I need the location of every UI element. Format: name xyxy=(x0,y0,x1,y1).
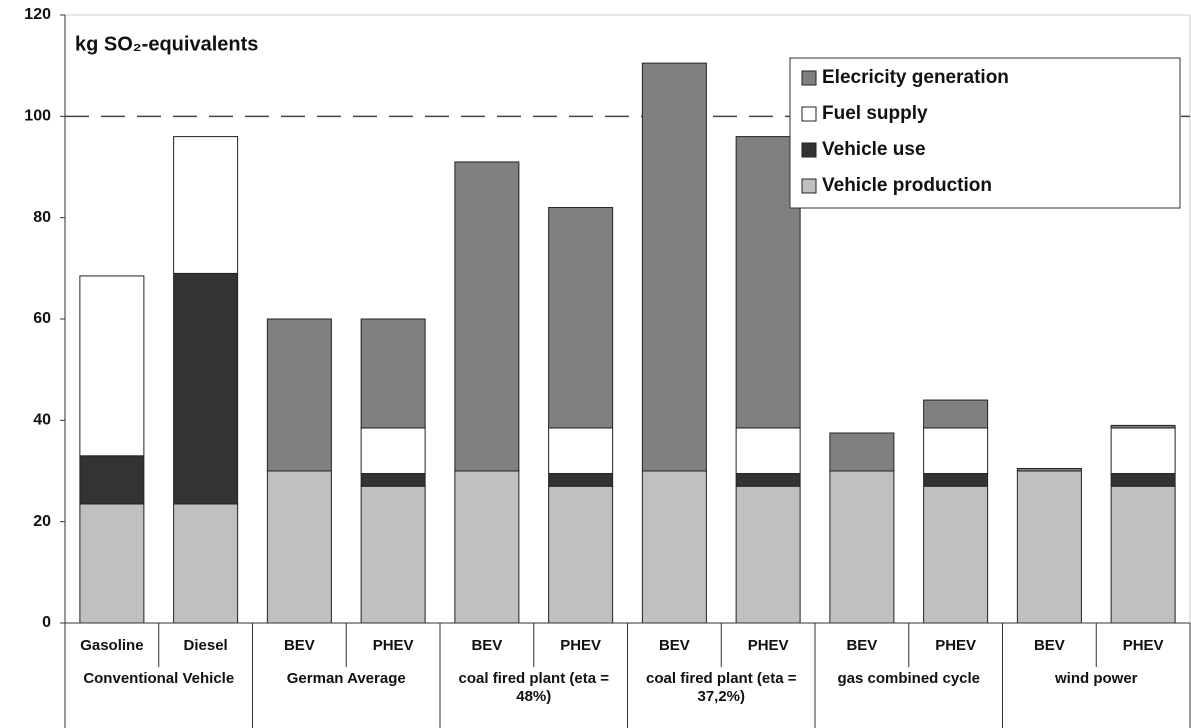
bar-segment xyxy=(1110,427,1176,475)
bar-segment xyxy=(360,485,426,624)
y-axis-title: kg SO₂-equivalents xyxy=(75,33,258,55)
x-tick-label: BEV xyxy=(284,637,315,654)
y-tick-label: 120 xyxy=(24,6,51,23)
bar-segment xyxy=(923,473,989,487)
bar-segment xyxy=(735,473,801,487)
y-tick-label: 100 xyxy=(24,108,51,125)
bar-segment xyxy=(829,432,895,472)
bar-segment xyxy=(641,62,707,472)
bar-segment xyxy=(173,272,239,505)
y-tick-label: 40 xyxy=(33,412,51,429)
bar-segment xyxy=(173,136,239,274)
bar-segment xyxy=(454,470,520,624)
legend-box xyxy=(789,57,1181,209)
bar-segment xyxy=(923,399,989,429)
bar-segment xyxy=(735,136,801,429)
bar-segment xyxy=(829,470,895,624)
x-tick-label: BEV xyxy=(846,637,877,654)
legend-swatch xyxy=(801,142,817,158)
bar-segment xyxy=(1110,424,1176,429)
group-label: wind power xyxy=(1055,670,1138,687)
bar-segment xyxy=(79,275,145,457)
bar-segment xyxy=(360,318,426,429)
group-label: Conventional Vehicle xyxy=(83,670,235,687)
x-tick-label: BEV xyxy=(1034,637,1065,654)
bar-segment xyxy=(641,470,707,624)
bar-segment xyxy=(548,485,614,624)
bar-segment xyxy=(79,455,145,505)
x-tick-label: PHEV xyxy=(1123,637,1164,654)
legend-swatch xyxy=(801,106,817,122)
x-tick-label: PHEV xyxy=(373,637,414,654)
y-tick-label: 0 xyxy=(42,614,51,631)
group-label: coal fired plant (eta = 37,2%) xyxy=(646,670,797,705)
x-tick-label: PHEV xyxy=(560,637,601,654)
y-tick-label: 80 xyxy=(33,209,51,226)
bar-segment xyxy=(360,473,426,487)
group-label: gas combined cycle xyxy=(837,670,981,687)
group-label: coal fired plant (eta = 48%) xyxy=(458,670,609,705)
legend-label: Fuel supply xyxy=(822,103,928,124)
bar-segment xyxy=(266,470,332,624)
bar-segment xyxy=(548,427,614,475)
bar-segment xyxy=(548,207,614,429)
bar-segment xyxy=(79,503,145,624)
bar-segment xyxy=(735,427,801,475)
group-label: German Average xyxy=(286,670,406,687)
x-tick-label: PHEV xyxy=(935,637,976,654)
x-tick-label: Gasoline xyxy=(80,637,143,654)
legend-label: Vehicle use xyxy=(822,139,926,160)
bar-segment xyxy=(735,485,801,624)
legend-label: Elecricity generation xyxy=(822,67,1009,88)
legend-swatch xyxy=(801,178,817,194)
x-tick-label: Diesel xyxy=(184,637,228,654)
bar-segment xyxy=(1110,473,1176,487)
bar-segment xyxy=(1016,470,1082,624)
y-tick-label: 60 xyxy=(33,310,51,327)
x-tick-label: PHEV xyxy=(748,637,789,654)
bar-segment xyxy=(173,503,239,624)
bar-segment xyxy=(454,161,520,472)
bar-segment xyxy=(923,485,989,624)
legend-swatch xyxy=(801,70,817,86)
x-tick-label: BEV xyxy=(659,637,690,654)
bar-segment xyxy=(1016,467,1082,472)
legend-label: Vehicle production xyxy=(822,175,992,196)
bar-segment xyxy=(1110,485,1176,624)
x-tick-label: BEV xyxy=(471,637,502,654)
bar-segment xyxy=(923,427,989,475)
bar-segment xyxy=(266,318,332,472)
bar-segment xyxy=(360,427,426,475)
y-tick-label: 20 xyxy=(33,513,51,530)
bar-segment xyxy=(548,473,614,487)
